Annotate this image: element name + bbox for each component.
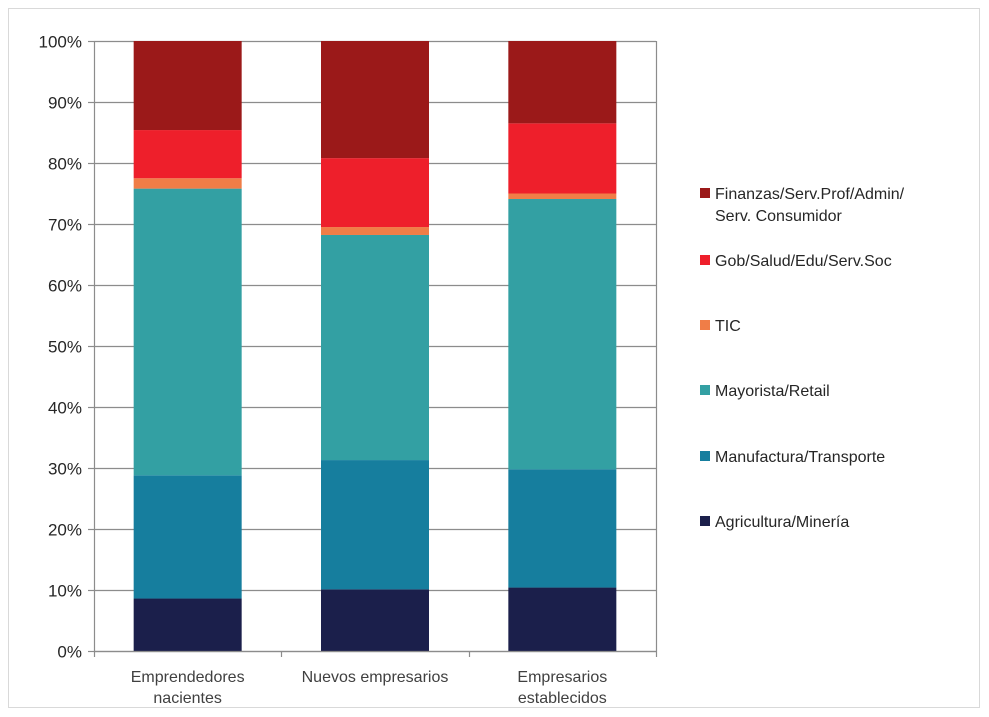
bar-segment xyxy=(508,193,617,199)
bar-segment xyxy=(133,130,242,179)
chart-frame xyxy=(8,8,980,708)
bar-segment xyxy=(133,475,242,599)
legend-label: TIC xyxy=(715,318,741,335)
y-tick-label: 50% xyxy=(48,338,82,357)
bar-segment xyxy=(133,41,242,131)
legend-label-line: Manufactura/Transporte xyxy=(715,449,885,466)
legend-label-line: Mayorista/Retail xyxy=(715,383,830,400)
x-tick-label-line: Emprendedores xyxy=(131,669,245,686)
legend-label-line: Gob/Salud/Edu/Serv.Soc xyxy=(715,253,892,270)
x-tick-label: Empresarios establecidos xyxy=(517,669,607,707)
legend-swatch xyxy=(700,188,710,198)
bar-segment xyxy=(133,598,242,651)
legend: Finanzas/Serv.Prof/Admin/Serv. Consumido… xyxy=(700,186,905,531)
x-tick-label-line: establecidos xyxy=(518,690,607,707)
bar-segment xyxy=(321,41,429,159)
bar-segment xyxy=(508,198,617,470)
y-tick-label: 20% xyxy=(48,521,82,540)
bar-segment xyxy=(321,234,429,461)
y-tick-label: 0% xyxy=(57,643,82,662)
y-tick-label: 80% xyxy=(48,155,82,174)
y-tick-label: 30% xyxy=(48,460,82,479)
legend-swatch xyxy=(700,385,710,395)
x-tick-label: Nuevos empresarios xyxy=(302,669,449,686)
x-tick-label: Emprendedores nacientes xyxy=(131,669,245,707)
legend-label-line: Serv. Consumidor xyxy=(715,208,843,225)
legend-swatch xyxy=(700,451,710,461)
y-axis: 0% 10% 20% 30% 40% 50% 60% 70% 80% 90% 100% xyxy=(39,33,96,662)
legend-label-line: Finanzas/Serv.Prof/Admin/ xyxy=(715,186,905,203)
bar-segment xyxy=(133,188,242,476)
bar-segment xyxy=(321,589,429,651)
y-tick-label: 70% xyxy=(48,216,82,235)
bar-segment xyxy=(508,587,617,651)
legend-swatch xyxy=(700,255,710,265)
y-tick-label: 40% xyxy=(48,399,82,418)
y-tick-label: 10% xyxy=(48,582,82,601)
y-tick-label: 60% xyxy=(48,277,82,296)
x-tick-label-line: Empresarios xyxy=(517,669,607,686)
y-tick-label: 100% xyxy=(39,33,82,52)
bar-segment xyxy=(508,469,617,588)
legend-label: Finanzas/Serv.Prof/Admin/Serv. Consumido… xyxy=(715,186,905,225)
bars xyxy=(133,41,617,651)
legend-label: Mayorista/Retail xyxy=(715,383,830,400)
legend-label-line: Agricultura/Minería xyxy=(715,514,849,531)
legend-swatch xyxy=(700,320,710,330)
x-tick-label-line: nacientes xyxy=(153,690,222,707)
bar-segment xyxy=(508,123,617,194)
legend-label: Gob/Salud/Edu/Serv.Soc xyxy=(715,253,892,270)
legend-label: Manufactura/Transporte xyxy=(715,449,885,466)
y-tick-label: 90% xyxy=(48,94,82,113)
bar-segment xyxy=(321,158,429,228)
bar-segment xyxy=(133,178,242,189)
legend-label: Agricultura/Minería xyxy=(715,514,849,531)
legend-label-line: TIC xyxy=(715,318,741,335)
bar-segment xyxy=(321,460,429,590)
bar-segment xyxy=(321,227,429,235)
x-axis: Emprendedores nacientes Nuevos empresarios… xyxy=(93,650,658,707)
x-tick-label-line: Nuevos empresarios xyxy=(302,669,449,686)
bar-segment xyxy=(508,41,617,124)
legend-swatch xyxy=(700,516,710,526)
